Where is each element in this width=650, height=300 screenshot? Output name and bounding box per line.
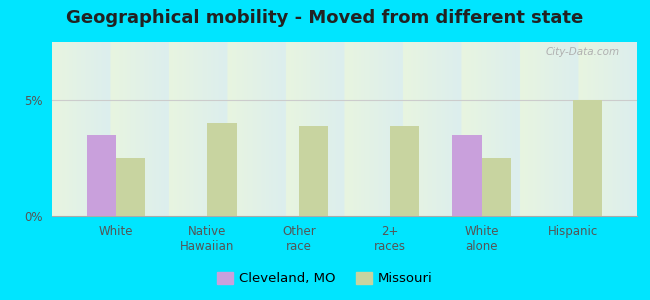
Bar [86, 135, 116, 216]
Legend: Cleveland, MO, Missouri: Cleveland, MO, Missouri [212, 266, 438, 290]
Bar [116, 158, 145, 216]
Bar [299, 125, 328, 216]
Bar [390, 125, 419, 216]
Bar [207, 123, 237, 216]
Text: City-Data.com: City-Data.com [545, 47, 619, 57]
Bar [452, 135, 482, 216]
Text: Geographical mobility - Moved from different state: Geographical mobility - Moved from diffe… [66, 9, 584, 27]
Bar [482, 158, 511, 216]
Bar [573, 100, 603, 216]
